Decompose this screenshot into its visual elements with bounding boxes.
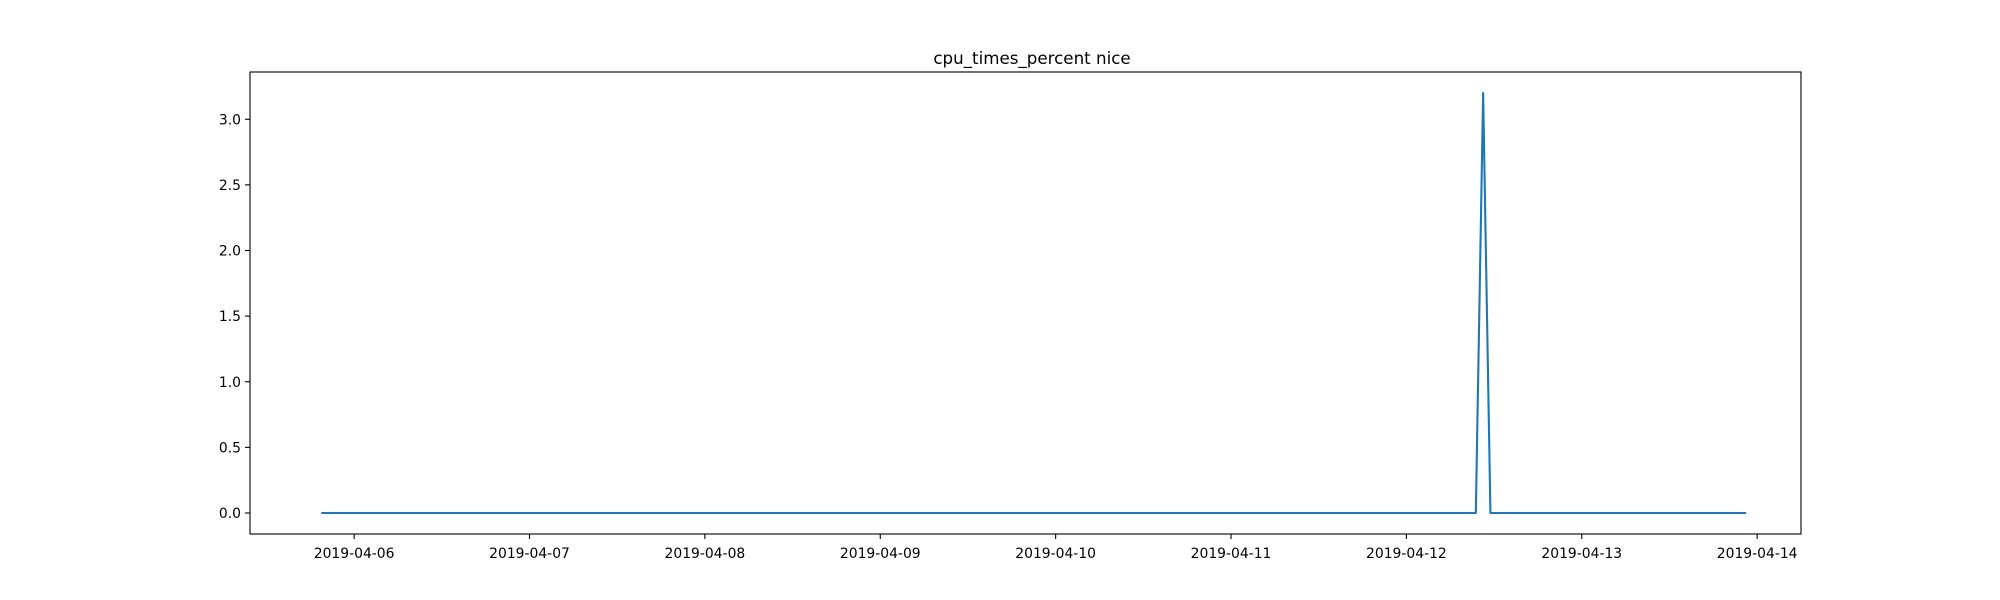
x-tick-label: 2019-04-09 <box>840 546 921 562</box>
y-tick-label: 3.0 <box>219 112 241 128</box>
x-tick-label: 2019-04-07 <box>489 546 570 562</box>
x-tick-label: 2019-04-06 <box>314 546 395 562</box>
y-tick-label: 0.0 <box>219 506 241 522</box>
plot-area <box>321 91 1747 515</box>
y-tick-label: 2.0 <box>219 244 241 260</box>
x-tick-label: 2019-04-13 <box>1541 546 1622 562</box>
y-axis: 0.0 0.5 1.0 1.5 2.0 2.5 3.0 <box>219 112 250 522</box>
y-tick-label: 0.5 <box>219 440 241 456</box>
x-tick-label: 2019-04-12 <box>1366 546 1447 562</box>
x-tick-label: 2019-04-10 <box>1015 546 1096 562</box>
series-line <box>321 91 1747 515</box>
x-tick-label: 2019-04-11 <box>1191 546 1272 562</box>
x-tick-label: 2019-04-08 <box>665 546 746 562</box>
y-tick-label: 1.5 <box>219 309 241 325</box>
x-axis: 2019-04-06 2019-04-07 2019-04-08 2019-04-09… <box>314 534 1798 562</box>
y-tick-label: 2.5 <box>219 178 241 194</box>
x-tick-label: 2019-04-14 <box>1717 546 1798 562</box>
plot-frame <box>249 71 1802 535</box>
y-tick-label: 1.0 <box>219 375 241 391</box>
chart-title: cpu_times_percent nice <box>933 48 1130 69</box>
